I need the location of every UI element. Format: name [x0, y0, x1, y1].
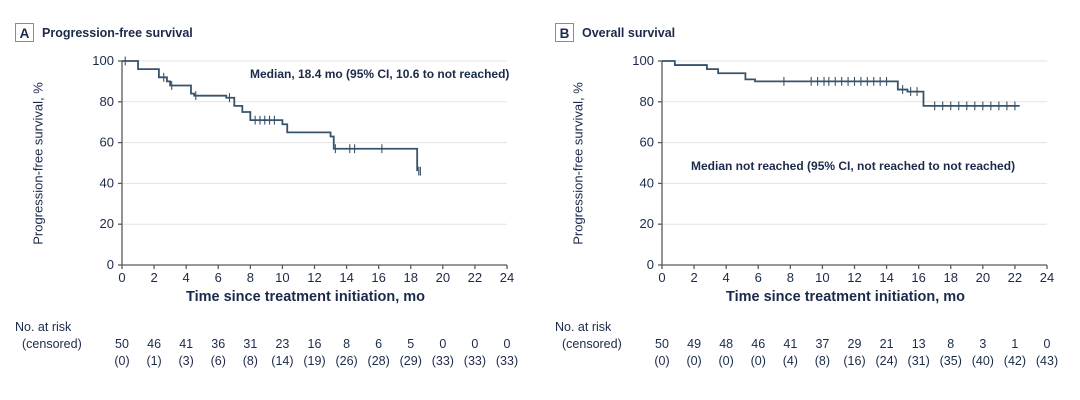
svg-text:2: 2 [150, 270, 157, 285]
svg-text:20: 20 [436, 270, 450, 285]
svg-text:40: 40 [640, 175, 654, 190]
svg-text:18: 18 [404, 270, 418, 285]
svg-text:24: 24 [1040, 270, 1054, 285]
svg-text:8: 8 [247, 270, 254, 285]
svg-text:Median, 18.4 mo (95% CI, 10.6: Median, 18.4 mo (95% CI, 10.6 to not rea… [250, 67, 509, 81]
svg-text:22: 22 [468, 270, 482, 285]
svg-text:80: 80 [100, 94, 114, 109]
svg-text:16: 16 [371, 270, 385, 285]
svg-text:14: 14 [339, 270, 353, 285]
svg-text:6: 6 [215, 270, 222, 285]
svg-text:18: 18 [944, 270, 958, 285]
svg-text:4: 4 [723, 270, 730, 285]
svg-text:80: 80 [640, 94, 654, 109]
svg-text:6: 6 [755, 270, 762, 285]
svg-text:40: 40 [100, 175, 114, 190]
svg-text:100: 100 [92, 53, 114, 68]
svg-text:24: 24 [500, 270, 514, 285]
svg-text:22: 22 [1008, 270, 1022, 285]
svg-text:2: 2 [690, 270, 697, 285]
svg-text:14: 14 [879, 270, 893, 285]
svg-text:100: 100 [632, 53, 654, 68]
svg-text:60: 60 [640, 135, 654, 150]
svg-text:12: 12 [847, 270, 861, 285]
svg-text:20: 20 [976, 270, 990, 285]
svg-text:Median not reached (95% CI, no: Median not reached (95% CI, not reached … [691, 159, 1015, 173]
svg-text:12: 12 [307, 270, 321, 285]
svg-text:16: 16 [911, 270, 925, 285]
svg-text:0: 0 [658, 270, 665, 285]
svg-text:4: 4 [183, 270, 190, 285]
svg-text:10: 10 [275, 270, 289, 285]
svg-text:0: 0 [118, 270, 125, 285]
svg-text:60: 60 [100, 135, 114, 150]
svg-text:8: 8 [787, 270, 794, 285]
svg-text:10: 10 [815, 270, 829, 285]
svg-text:0: 0 [647, 257, 654, 272]
svg-text:20: 20 [100, 216, 114, 231]
svg-text:20: 20 [640, 216, 654, 231]
svg-text:0: 0 [107, 257, 114, 272]
